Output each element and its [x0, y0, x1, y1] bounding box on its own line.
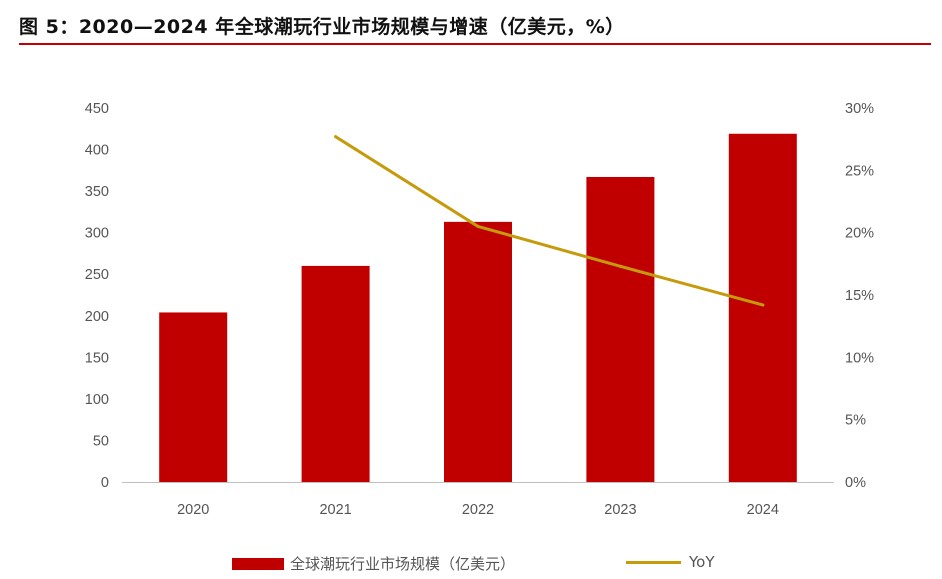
- y-right-tick-label: 25%: [845, 163, 874, 179]
- y-left-tick-label: 50: [93, 433, 109, 449]
- x-tick-label: 2021: [319, 502, 351, 518]
- figure-title: 图 5：2020—2024 年全球潮玩行业市场规模与增速（亿美元，%）: [19, 16, 625, 38]
- y-left-tick-label: 100: [85, 392, 109, 408]
- yoy-point: [334, 135, 338, 139]
- y-left-tick-label: 0: [101, 475, 109, 491]
- y-left-tick-label: 300: [85, 226, 109, 242]
- y-left-tick-label: 150: [85, 350, 109, 366]
- y-left-tick-label: 250: [85, 267, 109, 283]
- bar: [159, 312, 228, 482]
- bar: [444, 221, 512, 482]
- yoy-line: [334, 135, 765, 307]
- legend-item-market-size: 全球潮玩行业市场规模（亿美元）: [232, 553, 515, 574]
- yoy-point: [476, 224, 480, 228]
- x-tick-label: 2023: [604, 502, 636, 518]
- y-right-tick-label: 30%: [845, 101, 874, 117]
- bar: [301, 265, 370, 482]
- combo-chart: 0 50 100 150 200 250 300 350 400 450 0% 5% 10% 15% 20%…: [85, 101, 874, 518]
- yoy-point: [618, 264, 622, 268]
- y-left-tick-label: 350: [85, 184, 109, 200]
- yoy-point: [761, 303, 765, 307]
- bar: [728, 133, 797, 482]
- legend-label-market-size: 全球潮玩行业市场规模（亿美元）: [290, 555, 516, 573]
- y-right-tick-label: 5%: [845, 413, 866, 429]
- legend-swatch-line: [626, 560, 681, 564]
- legend: 全球潮玩行业市场规模（亿美元） YoY: [0, 553, 942, 575]
- y-right-tick-label: 0%: [845, 475, 866, 491]
- y-left-tick-label: 400: [85, 143, 109, 159]
- title-rule: [19, 43, 931, 45]
- y-right-tick-label: 15%: [845, 288, 874, 304]
- x-tick-label: 2024: [747, 502, 779, 518]
- y-right-tick-label: 20%: [845, 226, 874, 242]
- x-tick-label: 2020: [177, 502, 209, 518]
- legend-swatch-bar: [232, 557, 284, 570]
- legend-item-yoy: YoY: [626, 553, 715, 571]
- legend-label-yoy: YoY: [689, 553, 715, 571]
- y-left-tick-label: 200: [85, 309, 109, 325]
- x-tick-label: 2022: [462, 502, 494, 518]
- bar: [586, 176, 655, 482]
- y-left-tick-label: 450: [85, 101, 109, 117]
- y-right-tick-label: 10%: [845, 350, 874, 366]
